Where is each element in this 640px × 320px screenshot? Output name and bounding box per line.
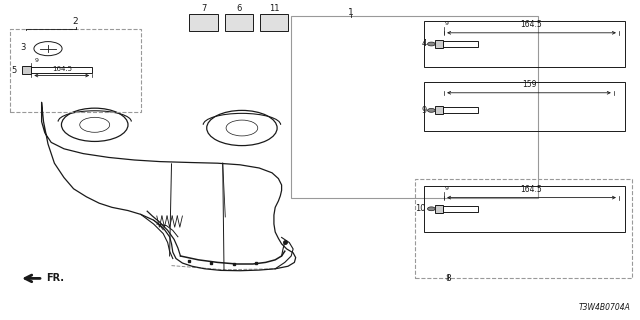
Bar xyxy=(435,40,443,48)
Bar xyxy=(443,206,478,212)
Text: 164.5: 164.5 xyxy=(521,185,542,194)
Bar xyxy=(260,14,288,31)
Circle shape xyxy=(428,207,435,211)
Text: 1: 1 xyxy=(348,8,353,17)
Circle shape xyxy=(428,108,435,112)
Bar xyxy=(435,205,443,213)
Bar xyxy=(415,179,632,278)
Bar xyxy=(443,41,478,47)
Text: 164.5: 164.5 xyxy=(521,20,542,29)
Text: 4: 4 xyxy=(422,39,427,49)
Bar xyxy=(10,29,141,112)
Text: 9: 9 xyxy=(445,21,449,26)
Text: T3W4B0704A: T3W4B0704A xyxy=(579,303,630,312)
Text: 7: 7 xyxy=(201,4,206,13)
Text: 9: 9 xyxy=(445,186,449,191)
Text: 5: 5 xyxy=(12,66,17,75)
Bar xyxy=(225,14,253,31)
Bar xyxy=(443,108,478,113)
Bar xyxy=(291,16,538,198)
Bar xyxy=(424,21,625,67)
Bar xyxy=(435,106,443,114)
Text: 3: 3 xyxy=(20,43,26,52)
Bar xyxy=(189,14,218,31)
Text: 8: 8 xyxy=(445,274,451,283)
Circle shape xyxy=(428,42,435,46)
Bar xyxy=(22,66,31,74)
Text: 164.5: 164.5 xyxy=(52,66,72,72)
Text: 11: 11 xyxy=(269,4,279,13)
Text: 159: 159 xyxy=(522,80,536,89)
Bar xyxy=(424,82,625,131)
Text: 9: 9 xyxy=(35,58,38,63)
Bar xyxy=(31,67,92,73)
Bar xyxy=(424,186,625,232)
Text: 10: 10 xyxy=(415,204,426,213)
Text: FR.: FR. xyxy=(46,273,64,284)
Text: 6: 6 xyxy=(237,4,242,13)
Text: 2: 2 xyxy=(73,17,78,26)
Text: 9: 9 xyxy=(422,106,427,115)
